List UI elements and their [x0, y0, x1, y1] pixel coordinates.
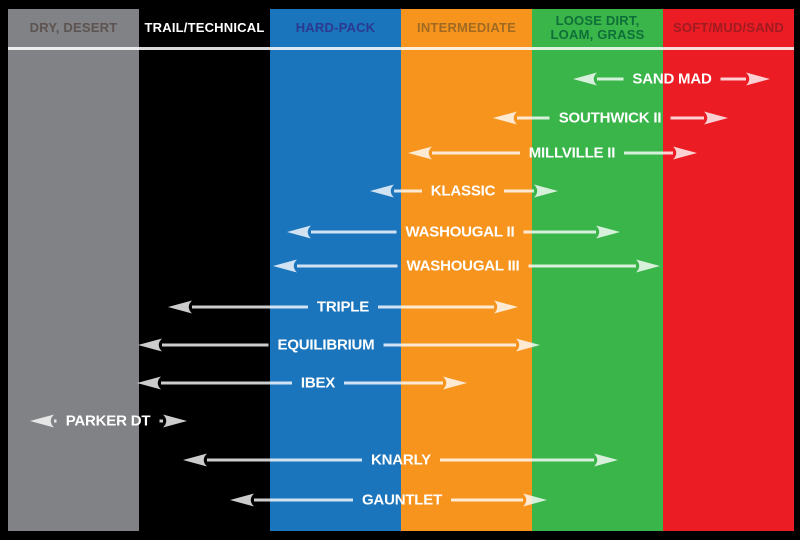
terrain-column-trail-technical: TRAIL/TECHNICAL	[139, 9, 270, 531]
header-divider-line	[8, 47, 794, 50]
column-header-soft-mud-sand: SOFT/MUD/SAND	[673, 20, 784, 36]
terrain-column-intermediate: INTERMEDIATE	[401, 9, 532, 531]
column-header-trail-technical: TRAIL/TECHNICAL	[144, 20, 265, 36]
terrain-column-dry-desert: DRY, DESERT	[8, 9, 139, 531]
column-header-dry-desert: DRY, DESERT	[29, 20, 118, 36]
range-arrow-layer	[30, 72, 770, 507]
terrain-column-soft-mud-sand: SOFT/MUD/SAND	[663, 9, 794, 531]
column-header-hard-pack: HARD-PACK	[295, 20, 376, 36]
chart-board: DRY, DESERT TRAIL/TECHNICAL HARD-PACK IN…	[8, 9, 794, 531]
column-header-intermediate: INTERMEDIATE	[417, 20, 516, 36]
column-header-loose-dirt-loam-grass: LOOSE DIRT, LOAM, GRASS	[550, 13, 645, 42]
